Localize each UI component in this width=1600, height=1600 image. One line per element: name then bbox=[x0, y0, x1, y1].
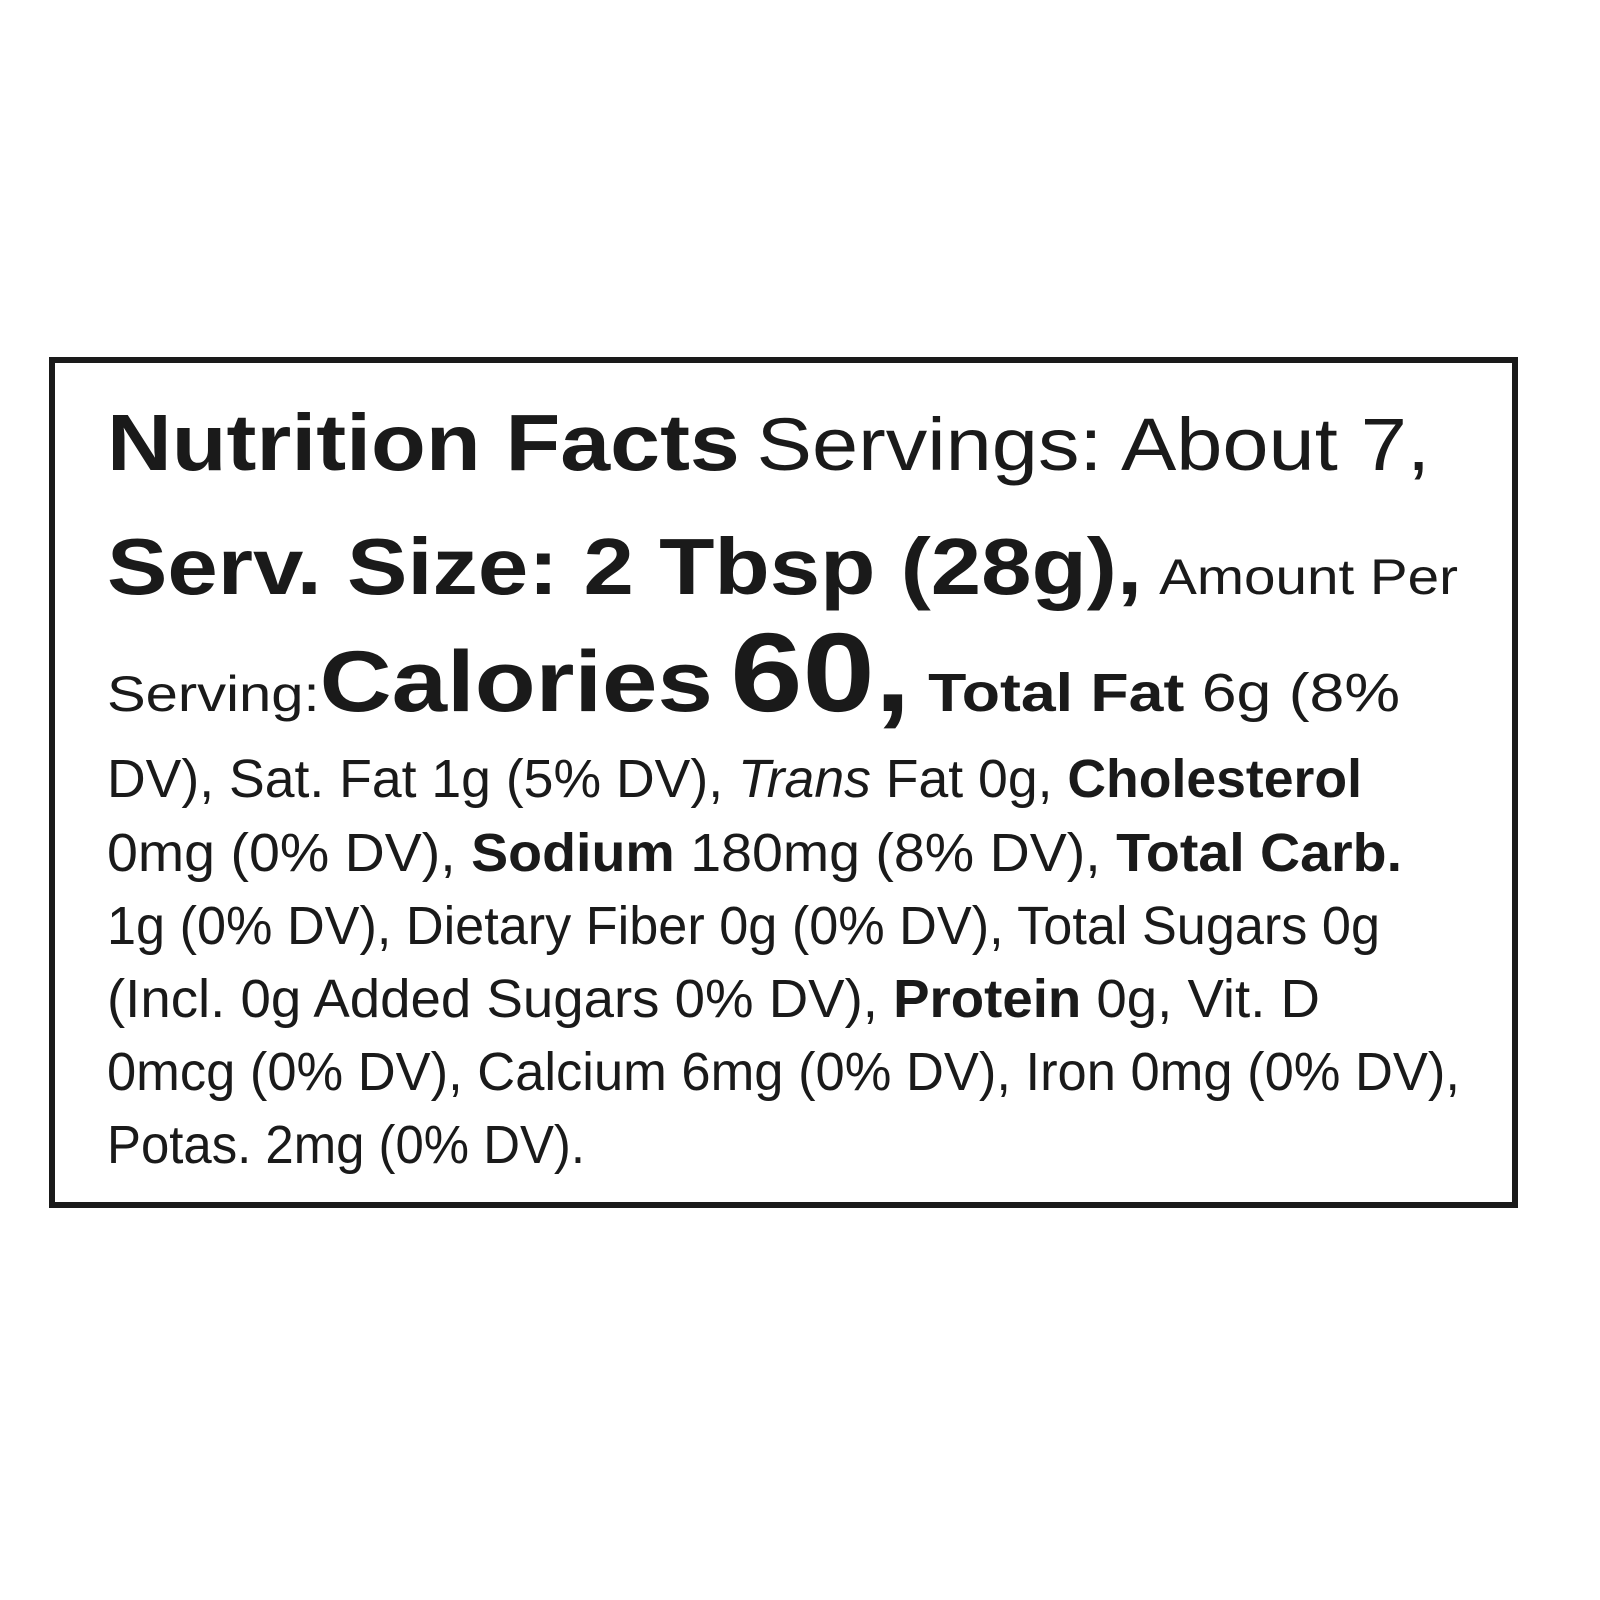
potassium: Potas. 2mg (0% DV). bbox=[107, 1115, 585, 1175]
line-4: DV), Sat. Fat 1g (5% DV), Trans Fat 0g, … bbox=[107, 752, 1362, 806]
amount-per: Amount Per bbox=[1159, 549, 1458, 605]
sodium-label: Sodium bbox=[471, 823, 675, 883]
line-8: 0mcg (0% DV), Calcium 6mg (0% DV), Iron … bbox=[107, 1045, 1460, 1099]
servings: Servings: About 7, bbox=[756, 403, 1430, 486]
line-calories: Serving:Calories 60, Total Fat 6g (8% bbox=[107, 614, 1400, 732]
cholesterol-label: Cholesterol bbox=[1067, 749, 1362, 809]
sodium-value: 180mg (8% DV), bbox=[690, 823, 1101, 883]
serving-size: Serv. Size: 2 Tbsp (28g), bbox=[107, 522, 1143, 611]
title: Nutrition Facts bbox=[107, 398, 740, 487]
line-serving-size: Serv. Size: 2 Tbsp (28g), Amount Per bbox=[107, 527, 1458, 607]
line-9: Potas. 2mg (0% DV). bbox=[107, 1118, 585, 1172]
total-carb-label: Total Carb. bbox=[1116, 823, 1402, 883]
protein-label: Protein bbox=[893, 969, 1082, 1029]
sat-fat-text: DV), Sat. Fat 1g (5% DV), bbox=[107, 749, 724, 809]
cholesterol-value: 0mg (0% DV), bbox=[107, 823, 456, 883]
line-title: Nutrition Facts Servings: About 7, bbox=[107, 403, 1430, 483]
total-fat-label: Total Fat bbox=[928, 663, 1185, 723]
added-sugars: (Incl. 0g Added Sugars 0% DV), bbox=[107, 969, 878, 1029]
trans-label: Trans bbox=[737, 749, 871, 809]
calories-value: 60, bbox=[730, 610, 911, 735]
carb-fiber-sugars: 1g (0% DV), Dietary Fiber 0g (0% DV), To… bbox=[107, 896, 1380, 956]
nutrition-facts-panel bbox=[49, 357, 1518, 1208]
line-5: 0mg (0% DV), Sodium 180mg (8% DV), Total… bbox=[107, 826, 1402, 880]
minerals: 0mcg (0% DV), Calcium 6mg (0% DV), Iron … bbox=[107, 1042, 1460, 1102]
serving-word: Serving: bbox=[107, 666, 320, 722]
line-7: (Incl. 0g Added Sugars 0% DV), Protein 0… bbox=[107, 972, 1320, 1026]
total-fat-value: 6g (8% bbox=[1201, 663, 1400, 723]
line-6: 1g (0% DV), Dietary Fiber 0g (0% DV), To… bbox=[107, 899, 1380, 953]
calories-label: Calories bbox=[319, 634, 713, 730]
protein-vitd: 0g, Vit. D bbox=[1096, 969, 1320, 1029]
trans-fat-text: Fat 0g, bbox=[885, 749, 1053, 809]
